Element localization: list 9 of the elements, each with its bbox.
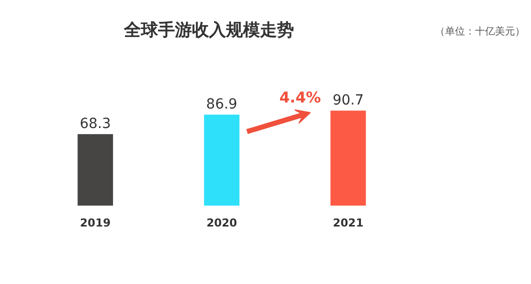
data-label: 68.3 — [80, 116, 111, 132]
text: 4.4% — [279, 88, 321, 107]
x-tick-label: 2021 — [332, 216, 364, 230]
data-label: 86.9 — [206, 96, 238, 113]
chart-title: 全球手游收入规模走势 — [123, 20, 294, 40]
x-tick-label: 2019 — [80, 216, 111, 230]
data-label: 90.7 — [332, 92, 364, 109]
x-tick-label: 2020 — [206, 216, 238, 230]
text: （单位：十亿美元） — [435, 26, 526, 38]
